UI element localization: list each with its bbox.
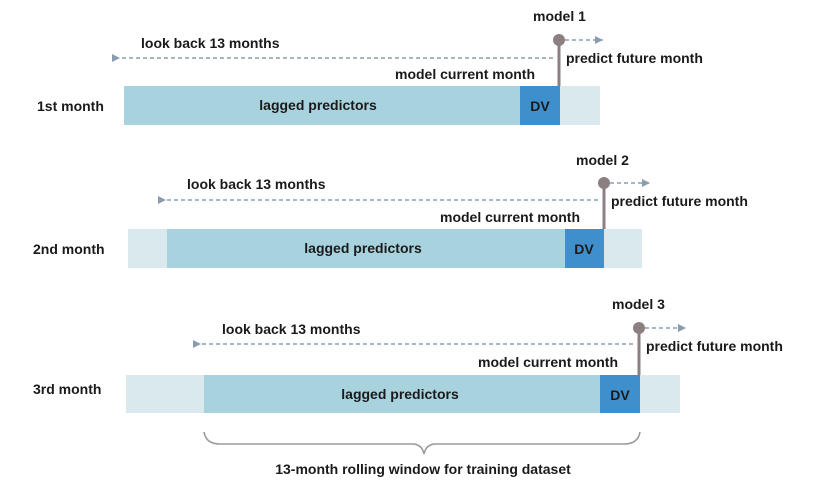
model-current-month-label: model current month xyxy=(478,354,618,370)
dv-label: DV xyxy=(574,241,594,257)
predict-future-label: predict future month xyxy=(646,338,783,354)
model-marker-dot xyxy=(598,177,610,189)
dv-box xyxy=(565,229,604,268)
row-1: model 1 look back 13 months predict futu… xyxy=(37,8,703,125)
lagged-predictors-bar xyxy=(204,375,640,413)
lagged-predictors-bar xyxy=(124,86,560,125)
predict-future-label: predict future month xyxy=(611,193,748,209)
row-label: 3rd month xyxy=(33,381,101,397)
row-2: model 2 look back 13 months predict futu… xyxy=(33,152,748,268)
rolling-window-brace xyxy=(203,431,641,455)
model-marker-dot xyxy=(553,34,565,46)
predict-future-label: predict future month xyxy=(566,50,703,66)
dv-label: DV xyxy=(610,387,630,403)
model-current-month-label: model current month xyxy=(440,209,580,225)
dv-label: DV xyxy=(530,98,550,114)
dv-box xyxy=(600,375,640,413)
window-caption: 13-month rolling window for training dat… xyxy=(275,461,571,477)
lagged-predictors-label: lagged predictors xyxy=(304,240,422,256)
model-label: model 3 xyxy=(612,296,665,312)
model-current-month-label: model current month xyxy=(395,66,535,82)
dv-box xyxy=(520,86,560,125)
lagged-predictors-label: lagged predictors xyxy=(259,97,377,113)
model-marker-dot xyxy=(633,322,645,334)
lagged-predictors-bar xyxy=(167,229,604,268)
model-label: model 1 xyxy=(533,8,586,24)
look-back-label: look back 13 months xyxy=(222,321,361,337)
row-label: 2nd month xyxy=(33,241,105,257)
look-back-label: look back 13 months xyxy=(187,176,326,192)
lagged-predictors-label: lagged predictors xyxy=(341,386,459,402)
look-back-label: look back 13 months xyxy=(141,35,280,51)
row-label: 1st month xyxy=(37,98,104,114)
row-3: model 3 look back 13 months predict futu… xyxy=(33,296,783,413)
model-label: model 2 xyxy=(576,152,629,168)
